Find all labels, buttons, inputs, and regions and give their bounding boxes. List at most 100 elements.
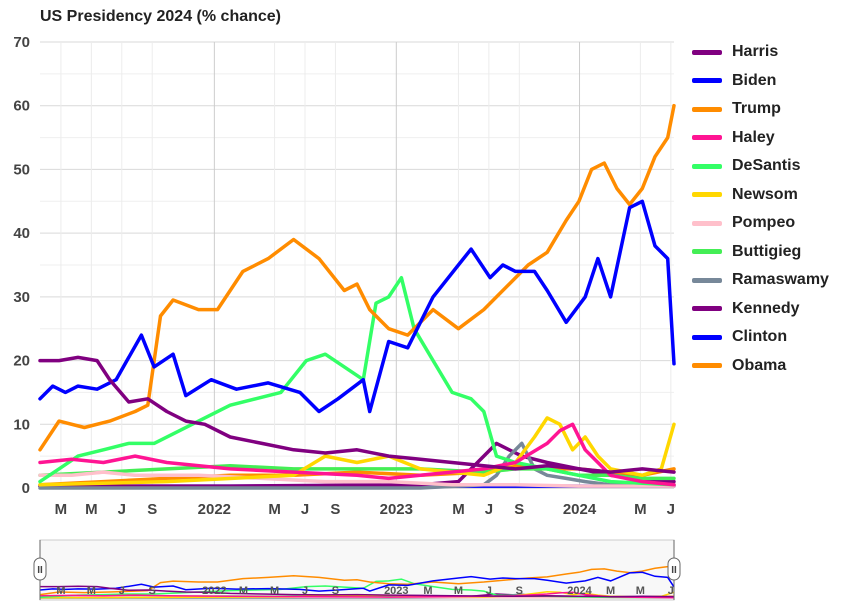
y-tick-label: 60 (13, 98, 30, 115)
legend-swatch (692, 249, 722, 255)
legend-item-desantis[interactable]: DeSantis (692, 152, 829, 181)
legend-label: Haley (732, 128, 775, 146)
legend-label: Pompeo (732, 214, 796, 232)
legend-label: Trump (732, 100, 781, 118)
legend-item-obama[interactable]: Obama (692, 352, 829, 381)
right-handle-glyph: II (671, 565, 677, 576)
x-tick-label: 2022 (198, 501, 231, 518)
navigator-line-haley (39, 591, 675, 599)
y-tick-label: 30 (13, 289, 30, 306)
legend-swatch (692, 163, 722, 169)
legend-item-clinton[interactable]: Clinton (692, 323, 829, 352)
legend-swatch (692, 363, 722, 369)
legend-label: Kennedy (732, 299, 800, 317)
navigator[interactable]: M M J S 2022 M M J S 2023 M M J S 2024 M M J II II (33, 539, 681, 601)
legend: Harris Biden Trump Haley DeSantis Newsom Pompe… (692, 38, 829, 380)
y-tick-label: 40 (13, 225, 30, 242)
navigator-right-handle[interactable]: II (667, 540, 681, 600)
x-tick-label: J (301, 501, 309, 518)
navigator-tick-label: M (87, 585, 96, 597)
navigator-tick-label: S (149, 585, 156, 597)
legend-item-trump[interactable]: Trump (692, 95, 829, 124)
navigator-tick-label: M (270, 585, 279, 597)
navigator-series (39, 563, 675, 599)
legend-item-ramaswamy[interactable]: Ramaswamy (692, 266, 829, 295)
legend-item-haley[interactable]: Haley (692, 124, 829, 153)
legend-swatch (692, 306, 722, 312)
y-tick-label: 10 (13, 416, 30, 433)
navigator-tick-label: J (486, 585, 492, 597)
x-tick-label: S (514, 501, 524, 518)
navigator-tick-label: M (239, 585, 248, 597)
x-tick-label: M (85, 501, 98, 518)
navigator-tick-label: M (56, 585, 65, 597)
series-line-haley (38, 422, 676, 487)
navigator-tick-label: J (119, 585, 125, 597)
legend-label: Ramaswamy (732, 271, 829, 289)
navigator-line-trump (39, 563, 675, 596)
x-tick-label: J (118, 501, 126, 518)
series-lines (38, 103, 676, 490)
navigator-tick-label: 2024 (567, 585, 592, 597)
x-tick-label: J (667, 501, 675, 518)
x-tick-label: M (452, 501, 465, 518)
legend-label: Obama (732, 356, 787, 374)
navigator-tick-label: J (668, 585, 674, 597)
x-tick-label: S (147, 501, 157, 518)
x-tick-label: M (634, 501, 647, 518)
legend-label: DeSantis (732, 157, 801, 175)
x-tick-label: M (55, 501, 68, 518)
navigator-tick-label: M (636, 585, 645, 597)
legend-swatch (692, 78, 722, 84)
legend-item-pompeo[interactable]: Pompeo (692, 209, 829, 238)
x-tick-label: S (330, 501, 340, 518)
navigator-line-harris (40, 585, 675, 598)
navigator-left-handle[interactable]: II (33, 540, 47, 600)
navigator-line-biden (39, 571, 675, 592)
legend-swatch (692, 220, 722, 226)
navigator-labels: M M J S 2022 M M J S 2023 M M J S 2024 M M J (56, 585, 674, 597)
navigator-tick-label: M (423, 585, 432, 597)
legend-swatch (692, 334, 722, 340)
x-tick-label: 2023 (380, 501, 413, 518)
series-line-pompeo (38, 470, 676, 488)
legend-item-kennedy[interactable]: Kennedy (692, 295, 829, 324)
navigator-tick-label: M (606, 585, 615, 597)
navigator-tick-label: 2023 (384, 585, 408, 597)
navigator-tick-label: J (302, 585, 308, 597)
y-tick-label: 0 (22, 480, 30, 497)
series-line-trump (38, 103, 676, 452)
legend-swatch (692, 192, 722, 198)
legend-swatch (692, 135, 722, 141)
series-line-harris (38, 355, 676, 474)
x-tick-label: J (485, 501, 493, 518)
legend-item-biden[interactable]: Biden (692, 67, 829, 96)
navigator-tick-label: S (332, 585, 339, 597)
x-tick-label: 2024 (563, 501, 597, 518)
legend-item-harris[interactable]: Harris (692, 38, 829, 67)
legend-swatch (692, 277, 722, 283)
legend-item-newsom[interactable]: Newsom (692, 181, 829, 210)
y-tick-label: 70 (13, 34, 30, 51)
legend-swatch (692, 49, 722, 55)
navigator-tick-label: 2022 (202, 585, 226, 597)
legend-label: Buttigieg (732, 242, 802, 260)
series-line-newsom (38, 416, 676, 487)
chart-title: US Presidency 2024 (% chance) (40, 8, 282, 25)
legend-label: Clinton (732, 328, 788, 346)
y-tick-label: 20 (13, 353, 30, 370)
series-line-biden (38, 199, 676, 414)
legend-label: Harris (732, 43, 779, 61)
legend-item-buttigieg[interactable]: Buttigieg (692, 238, 829, 267)
x-tick-label: M (268, 501, 281, 518)
legend-swatch (692, 106, 722, 112)
navigator-tick-label: M (454, 585, 463, 597)
legend-label: Newsom (732, 185, 798, 203)
y-tick-label: 50 (13, 161, 30, 178)
grid-lines (40, 41, 674, 489)
navigator-tick-label: S (516, 585, 523, 597)
left-handle-glyph: II (37, 565, 43, 576)
legend-label: Biden (732, 71, 777, 89)
